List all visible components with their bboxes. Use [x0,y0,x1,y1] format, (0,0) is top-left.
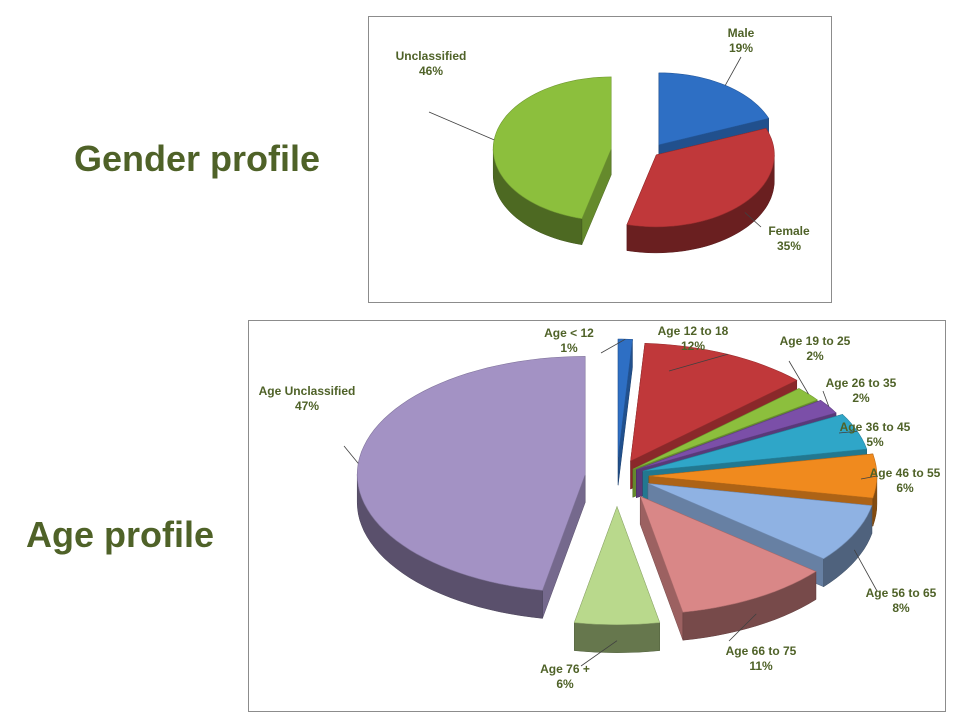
leader-line [724,56,742,86]
value-label-age-19-to-25: 2% [806,349,824,363]
slice-top [617,338,633,458]
label-age-56-to-65: Age 56 to 65 [866,586,937,600]
label-age-19-to-25: Age 19 to 25 [780,334,851,348]
leader-line [822,390,830,407]
pie-slice-age-12 [617,338,633,486]
value-label-age-36-to-45: 5% [866,435,884,449]
label-male: Male [728,26,755,40]
slice-top [639,495,817,613]
leader-line [838,430,858,434]
pie-slice-unclassified [492,76,612,245]
slice-top [626,128,775,228]
slice-top [573,505,661,626]
pie-slices [492,72,775,254]
value-label-age-unclassified: 47% [295,399,319,413]
label-age-46-to-55: Age 46 to 55 [870,466,941,480]
label-age-26-to-35: Age 26 to 35 [826,376,897,390]
label-unclassified: Unclassified [396,49,467,63]
value-label-male: 19% [729,41,753,55]
pie-slice-age-76 [573,505,661,653]
value-label-age-46-to-55: 6% [896,481,914,495]
slice-edge [574,622,660,653]
label-age-66-to-75: Age 66 to 75 [726,644,797,658]
leader-line [853,549,878,592]
leader-line [728,613,757,642]
slice-top [647,483,873,560]
label-female: Female [768,224,810,238]
value-label-age-12-to-18: 12% [681,339,705,353]
label-age-12-to-18: Age 12 to 18 [658,324,729,338]
age-profile-heading: Age profile [26,514,215,555]
value-label-unclassified: 46% [419,64,443,78]
leader-line [788,360,809,395]
value-label-age-26-to-35: 2% [852,391,870,405]
label-age-76: Age 76 + [540,662,590,676]
slice-top [630,342,798,462]
leader-line [860,475,877,480]
gender-pie-chart: Male 19% Female 35% Unclassified 46% [368,16,832,303]
age-pie-chart: Age < 12 1% Age 12 to 18 12% Age 19 to 25 2% A… [248,320,946,712]
leader-line [668,353,728,372]
value-label-age-66-to-75: 11% [749,659,773,673]
value-label-age-76: 6% [556,677,574,691]
leader-line [580,640,618,667]
leader-line [600,338,626,354]
label-age-unclassified: Age Unclassified [259,384,356,398]
leader-line [428,111,495,141]
pie-slice-female [626,128,775,254]
label-age-12: Age < 12 [544,326,594,340]
pie-slice-age-66-to-75 [639,495,817,641]
leader-line [744,212,762,228]
value-label-age-56-to-65: 8% [892,601,910,615]
gender-profile-heading: Gender profile [74,138,321,179]
pie-slice-age-unclassified [356,356,586,619]
leader-line [343,445,359,464]
value-label-female: 35% [777,239,801,253]
pie-slices [356,338,878,653]
label-age-36-to-45: Age 36 to 45 [840,420,911,434]
value-label-age-12: 1% [560,341,578,355]
